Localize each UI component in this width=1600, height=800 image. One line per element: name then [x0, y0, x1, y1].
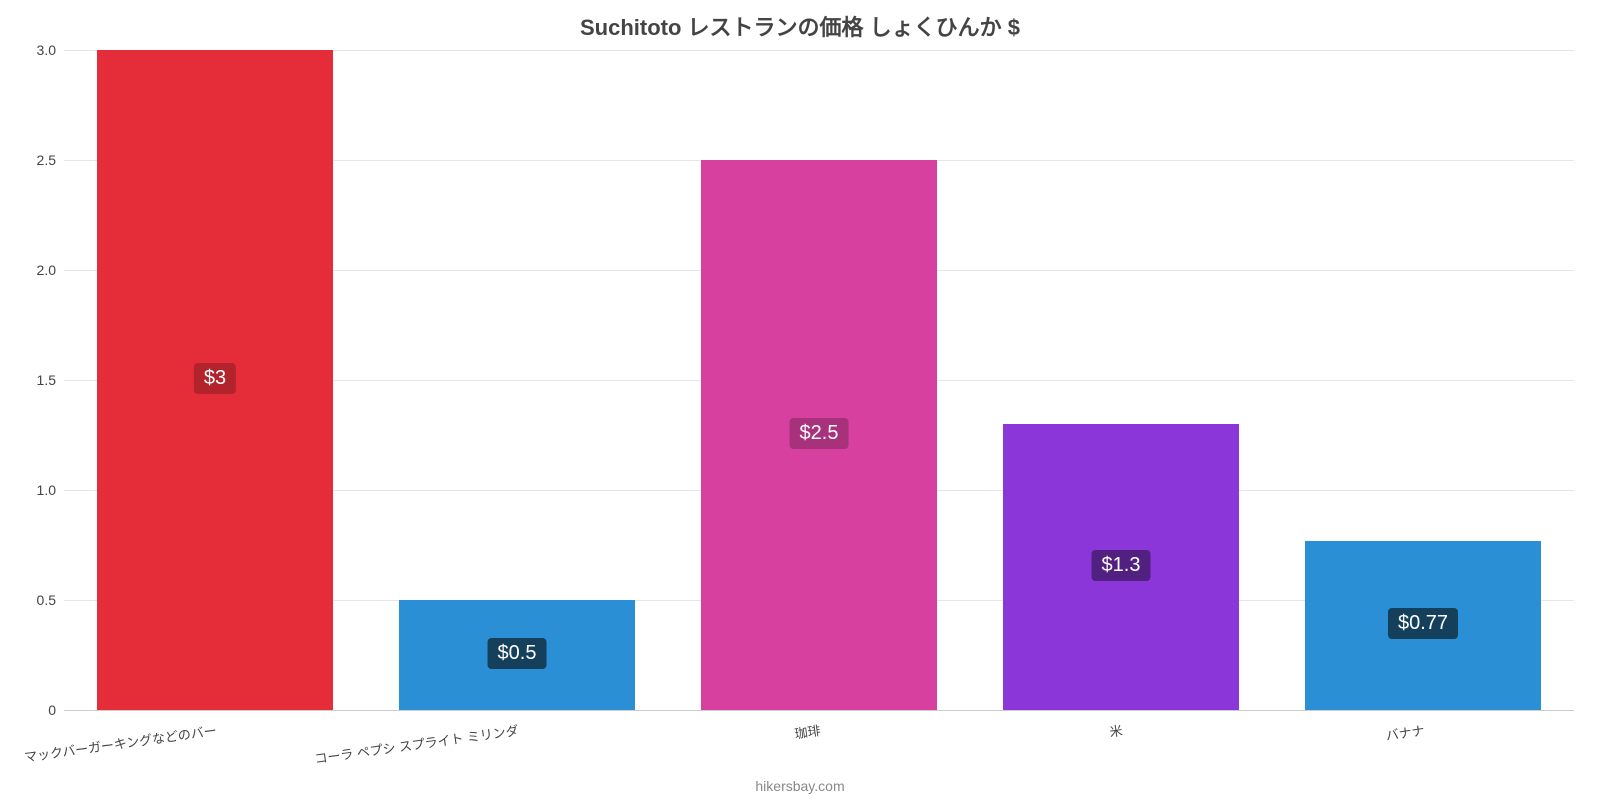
y-axis-tick-label: 0.5	[37, 592, 56, 608]
bar: $1.3	[1003, 424, 1239, 710]
bar: $2.5	[701, 160, 937, 710]
x-axis-tick-label: マックバーガーキングなどのバー	[0, 720, 218, 781]
chart-title: Suchitoto レストランの価格 しょくひんか $	[0, 10, 1600, 42]
bar: $3	[97, 50, 333, 710]
plot-area: 00.51.01.52.02.53.0$3マックバーガーキングなどのバー$0.5…	[64, 50, 1574, 710]
bar: $0.5	[399, 600, 635, 710]
bar-value-label: $3	[194, 363, 236, 394]
y-axis-tick-label: 1.5	[37, 372, 56, 388]
chart-container: Suchitoto レストランの価格 しょくひんか $ 00.51.01.52.…	[0, 0, 1600, 800]
bar-value-label: $2.5	[790, 418, 849, 449]
y-axis-tick-label: 2.0	[37, 262, 56, 278]
y-axis-tick-label: 2.5	[37, 152, 56, 168]
bar: $0.77	[1305, 541, 1541, 710]
y-axis-tick-label: 1.0	[37, 482, 56, 498]
bar-value-label: $0.5	[488, 638, 547, 669]
x-axis-tick-label: バナナ	[1126, 720, 1426, 781]
bar-value-label: $0.77	[1388, 608, 1458, 639]
y-axis-tick-label: 0	[48, 702, 56, 718]
bar-value-label: $1.3	[1092, 550, 1151, 581]
attribution-text: hikersbay.com	[0, 778, 1600, 794]
x-axis-baseline	[64, 710, 1574, 711]
x-axis-tick-label: 珈琲	[522, 720, 822, 781]
x-axis-tick-label: コーラ ペプシ スプライト ミリンダ	[220, 720, 520, 781]
y-axis-tick-label: 3.0	[37, 42, 56, 58]
x-axis-tick-label: 米	[824, 720, 1124, 781]
